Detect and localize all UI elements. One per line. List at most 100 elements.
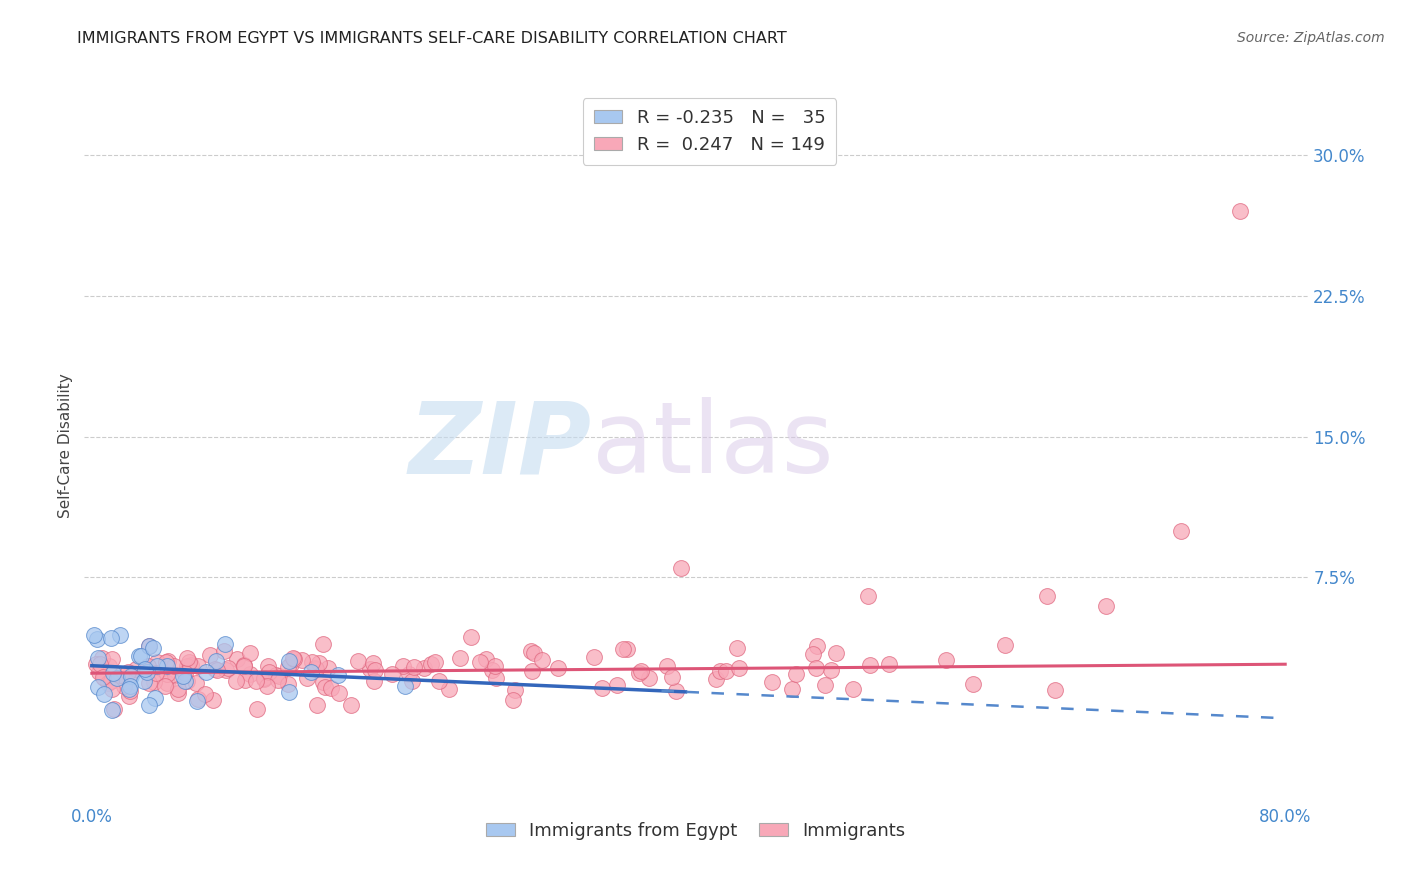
Point: [381, 667, 404, 681]
Point: [363, 674, 385, 689]
Point: [205, 654, 228, 668]
Point: [704, 672, 727, 686]
Point: [264, 667, 287, 681]
Point: [156, 667, 179, 681]
Point: [112, 679, 135, 693]
Point: [346, 654, 368, 668]
Point: [187, 658, 209, 673]
Point: [859, 658, 882, 673]
Point: [785, 667, 807, 681]
Point: [780, 681, 803, 696]
Point: [502, 692, 524, 706]
Point: [806, 639, 828, 653]
Point: [314, 680, 336, 694]
Point: [277, 660, 299, 674]
Point: [134, 662, 156, 676]
Point: [138, 640, 160, 654]
Point: [392, 659, 415, 673]
Point: [316, 661, 339, 675]
Text: Source: ZipAtlas.com: Source: ZipAtlas.com: [1237, 31, 1385, 45]
Point: [136, 665, 159, 680]
Point: [520, 664, 543, 678]
Point: [246, 702, 269, 716]
Point: [138, 676, 160, 690]
Point: [856, 589, 879, 603]
Point: [725, 641, 748, 656]
Point: [401, 674, 423, 689]
Point: [134, 662, 156, 676]
Point: [93, 671, 115, 685]
Point: [103, 665, 125, 680]
Point: [277, 677, 299, 691]
Point: [1170, 524, 1192, 538]
Point: [398, 666, 420, 681]
Point: [176, 658, 198, 673]
Point: [547, 661, 569, 675]
Point: [120, 669, 142, 683]
Point: [207, 663, 229, 677]
Point: [591, 681, 613, 695]
Text: ZIP: ZIP: [409, 398, 592, 494]
Point: [481, 663, 503, 677]
Point: [665, 684, 688, 698]
Point: [267, 669, 290, 683]
Point: [98, 659, 121, 673]
Point: [994, 638, 1017, 652]
Point: [484, 659, 506, 673]
Point: [225, 673, 247, 688]
Point: [204, 662, 226, 676]
Point: [129, 649, 152, 664]
Point: [661, 670, 683, 684]
Point: [630, 665, 652, 679]
Point: [256, 658, 278, 673]
Point: [394, 679, 416, 693]
Point: [299, 665, 322, 679]
Point: [180, 658, 202, 673]
Point: [253, 671, 276, 685]
Point: [340, 698, 363, 712]
Point: [146, 655, 169, 669]
Point: [103, 702, 125, 716]
Point: [305, 662, 328, 676]
Point: [167, 682, 190, 697]
Point: [118, 680, 141, 694]
Point: [100, 632, 122, 646]
Point: [156, 676, 179, 690]
Point: [820, 663, 842, 677]
Point: [655, 659, 678, 673]
Point: [307, 698, 329, 712]
Point: [245, 674, 267, 689]
Point: [100, 652, 122, 666]
Point: [257, 665, 280, 679]
Point: [934, 653, 956, 667]
Point: [89, 665, 111, 679]
Point: [583, 650, 606, 665]
Point: [239, 667, 262, 681]
Point: [132, 673, 155, 688]
Point: [669, 561, 692, 575]
Point: [427, 673, 450, 688]
Point: [212, 644, 235, 658]
Point: [108, 628, 131, 642]
Point: [174, 673, 197, 688]
Point: [627, 666, 650, 681]
Point: [194, 688, 217, 702]
Point: [283, 652, 305, 666]
Point: [449, 651, 471, 665]
Point: [163, 659, 186, 673]
Point: [198, 648, 221, 662]
Point: [176, 651, 198, 665]
Point: [606, 678, 628, 692]
Point: [215, 663, 238, 677]
Point: [187, 692, 209, 706]
Point: [304, 661, 326, 675]
Point: [437, 682, 460, 697]
Point: [217, 661, 239, 675]
Point: [363, 656, 385, 670]
Point: [612, 641, 634, 656]
Point: [146, 659, 169, 673]
Point: [413, 661, 436, 675]
Point: [226, 651, 249, 665]
Point: [124, 662, 146, 676]
Point: [420, 657, 443, 671]
